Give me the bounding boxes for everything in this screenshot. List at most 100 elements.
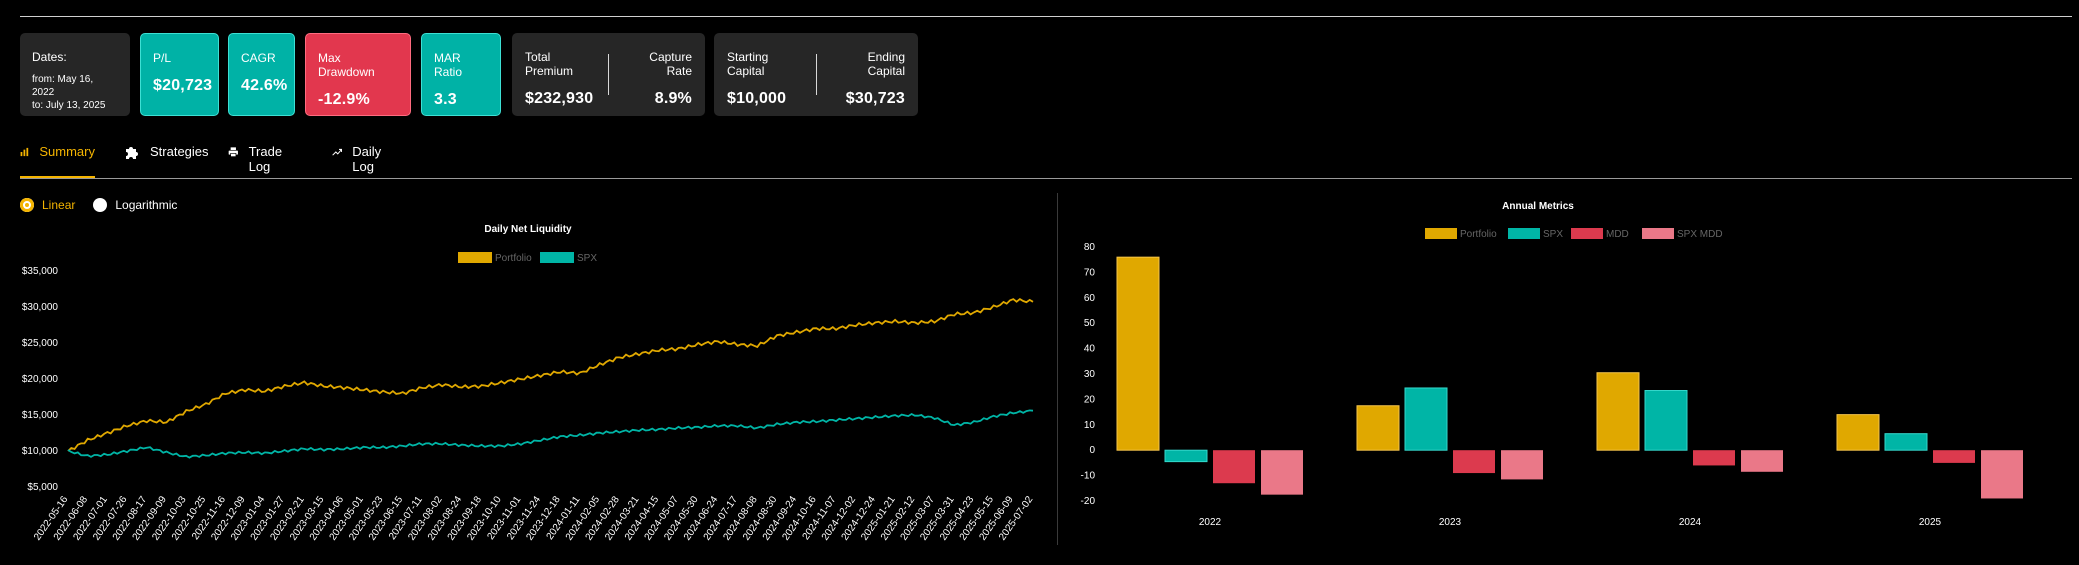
annual-metrics-chart: Annual Metrics Portfolio SPX MDD SPX MDD 80…: [1081, 201, 2023, 528]
mar-ratio-card: MAR Ratio 3.3: [421, 33, 501, 116]
pl-label: P/L: [153, 51, 172, 65]
y-tick-label: -20: [1081, 496, 1096, 507]
pl-card: P/L $20,723: [140, 33, 219, 116]
bar-spx-mdd-2022: [1261, 450, 1303, 495]
tab-strategies-label: Strategies: [150, 144, 209, 159]
card-divider: [815, 54, 817, 95]
y-tick-label: $25,000: [22, 338, 59, 349]
legend-swatch: [1508, 228, 1540, 239]
cagr-label: CAGR: [241, 51, 276, 65]
y-tick-label: 0: [1089, 445, 1095, 456]
mar-ratio-value: 3.3: [434, 91, 457, 108]
tab-daily-log[interactable]: Daily Log: [332, 144, 387, 178]
tab-trade-log[interactable]: Trade Log: [228, 144, 287, 178]
cagr-value: 42.6%: [241, 77, 288, 94]
y-tick-label: 30: [1084, 369, 1096, 380]
bar-portfolio-2024: [1596, 372, 1640, 451]
radio-selected-icon: [20, 198, 34, 212]
scale-toggle: Linear Logarithmic: [20, 198, 177, 212]
y-tick-label: 50: [1084, 318, 1096, 329]
y-tick-label: 20: [1084, 394, 1096, 405]
y-tick-label: $10,000: [22, 446, 59, 457]
capture-rate-label: Capture Rate: [649, 50, 692, 78]
bar-chart-title: Annual Metrics: [1502, 201, 1574, 212]
bar-spx-2022: [1164, 449, 1208, 463]
dates-card: Dates: from: May 16, 2022 to: July 13, 2…: [20, 33, 130, 116]
linear-label: Linear: [42, 198, 76, 212]
bar-portfolio-2022: [1116, 256, 1160, 451]
mar-ratio-label: MAR Ratio: [434, 51, 463, 79]
ending-capital-value: $30,723: [845, 90, 905, 107]
x-tick-label: 2023: [1439, 517, 1462, 528]
capital-card: Starting Capital $10,000 Ending Capital …: [714, 33, 918, 116]
legend-spx-swatch: [540, 252, 574, 263]
tabs-divider: [20, 178, 2072, 179]
premium-value: $232,930: [525, 90, 594, 107]
max-drawdown-card: Max Drawdown -12.9%: [305, 33, 411, 116]
daily-net-liquidity-chart: Daily Net Liquidity Portfolio SPX $5,000…: [22, 224, 1036, 543]
y-tick-label: 80: [1084, 242, 1096, 253]
max-drawdown-value: -12.9%: [318, 91, 370, 108]
series-line-portfolio: [67, 298, 1034, 452]
printer-icon: [228, 147, 238, 157]
y-tick-label: 10: [1084, 420, 1096, 431]
starting-capital-label: Starting Capital: [727, 50, 769, 78]
premium-card: Total Premium $232,930 Capture Rate 8.9%: [512, 33, 705, 116]
max-drawdown-label: Max Drawdown: [318, 51, 375, 79]
tab-strategies[interactable]: Strategies: [124, 144, 209, 178]
legend-portfolio-label: Portfolio: [495, 253, 532, 264]
pl-value: $20,723: [153, 77, 213, 94]
tab-summary[interactable]: Summary: [20, 144, 95, 178]
y-tick-label: $30,000: [22, 302, 59, 313]
bar-spx-2024: [1644, 390, 1688, 451]
logarithmic-label: Logarithmic: [115, 198, 178, 212]
tab-trade-log-label: Trade Log: [248, 144, 283, 174]
logarithmic-radio[interactable]: Logarithmic: [93, 198, 177, 212]
bar-mdd-2025: [1933, 450, 1975, 463]
y-tick-label: 40: [1084, 344, 1096, 355]
top-divider: [20, 16, 2072, 17]
tab-summary-label: Summary: [39, 144, 95, 159]
bar-spx-2025: [1884, 433, 1928, 451]
series-line-spx: [67, 409, 1034, 459]
ending-capital-label: Ending Capital: [867, 50, 905, 78]
y-tick-label: $20,000: [22, 374, 59, 385]
linear-radio[interactable]: Linear: [20, 198, 75, 212]
tab-daily-log-label: Daily Log: [352, 144, 382, 174]
starting-capital-value: $10,000: [727, 90, 787, 107]
bar-chart-icon: [20, 147, 29, 157]
radio-unselected-icon: [93, 198, 108, 212]
bar-spx-mdd-2023: [1501, 450, 1543, 480]
bar-mdd-2023: [1453, 450, 1495, 474]
legend-label: SPX: [1543, 229, 1563, 240]
y-tick-label: -10: [1081, 471, 1096, 482]
y-tick-label: 70: [1084, 267, 1096, 278]
x-tick-label: 2024: [1679, 517, 1702, 528]
x-tick-label: 2022: [1199, 517, 1222, 528]
y-tick-label: $15,000: [22, 410, 59, 421]
bar-mdd-2024: [1693, 450, 1735, 466]
legend-swatch: [1642, 228, 1674, 239]
legend-spx-label: SPX: [577, 253, 597, 264]
legend-portfolio-swatch: [458, 252, 492, 263]
legend-label: Portfolio: [1460, 229, 1497, 240]
dates-label: Dates:: [32, 50, 67, 64]
trend-icon: [332, 148, 343, 156]
x-tick-label: 2025: [1919, 517, 1942, 528]
premium-label: Total Premium: [525, 50, 574, 78]
cagr-card: CAGR 42.6%: [228, 33, 295, 116]
card-divider: [608, 54, 609, 95]
date-from: from: May 16, 2022: [32, 74, 94, 98]
bar-portfolio-2025: [1836, 414, 1880, 451]
bar-mdd-2022: [1213, 450, 1255, 484]
bar-spx-mdd-2024: [1741, 450, 1783, 472]
capture-rate-value: 8.9%: [654, 90, 692, 107]
legend-label: MDD: [1606, 229, 1629, 240]
legend-label: SPX MDD: [1677, 229, 1723, 240]
bar-spx-2023: [1404, 387, 1448, 451]
line-chart-title: Daily Net Liquidity: [484, 224, 572, 235]
legend-swatch: [1425, 228, 1457, 239]
y-tick-label: $35,000: [22, 266, 59, 277]
y-tick-label: 60: [1084, 293, 1096, 304]
bar-spx-mdd-2025: [1981, 450, 2023, 499]
